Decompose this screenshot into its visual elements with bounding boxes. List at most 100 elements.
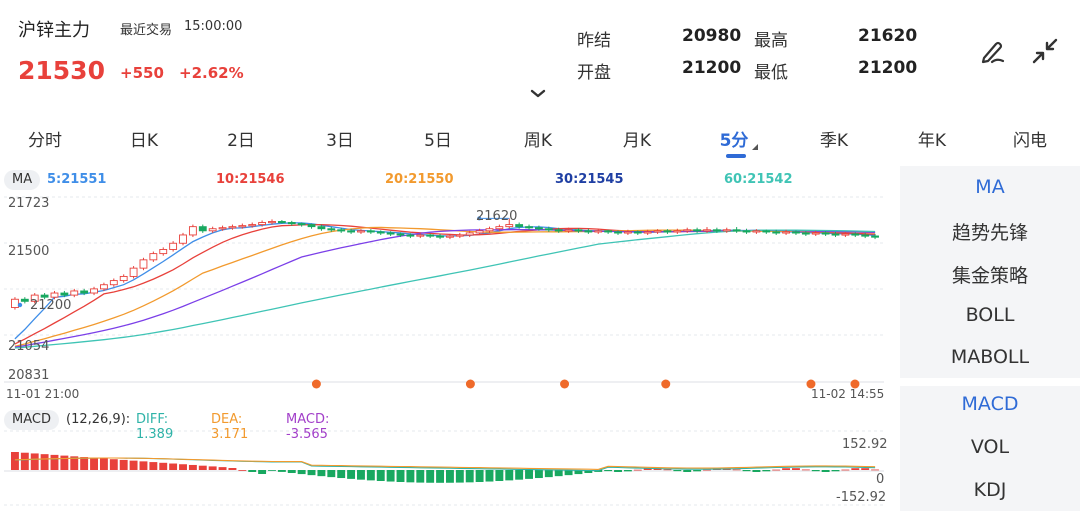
macd-tag[interactable]: MACD: [4, 410, 59, 430]
candle-body: [70, 290, 79, 296]
candle-body: [159, 249, 168, 255]
tab-5-min[interactable]: 5分: [719, 131, 749, 151]
candle-body: [297, 223, 306, 226]
candle-body: [782, 231, 790, 234]
tab-5-day[interactable]: 5日: [424, 131, 452, 151]
tab-week-k[interactable]: 周K: [523, 131, 553, 151]
collapse-arrows-icon[interactable]: [1030, 36, 1060, 66]
macd-bar: [732, 469, 741, 471]
candle-body: [861, 234, 870, 237]
candle-body: [446, 235, 454, 238]
macd-bar: [258, 470, 267, 474]
macd-bar: [683, 470, 692, 472]
macd-bar: [544, 470, 553, 478]
macd-bar: [357, 470, 365, 480]
macd-value: MACD: -3.565: [286, 412, 330, 442]
low-value: 21200: [858, 58, 918, 78]
macd-bar: [445, 470, 454, 483]
dropdown-corner-icon[interactable]: [752, 144, 758, 150]
ma5-line: [14, 222, 876, 340]
macd-bar: [772, 469, 781, 471]
indicator-kdj[interactable]: KDJ: [973, 479, 1007, 501]
event-marker-dot: [311, 379, 321, 389]
macd-bar: [475, 470, 484, 482]
macd-bar: [534, 470, 543, 479]
candle-body: [792, 231, 800, 234]
candle-body: [327, 228, 336, 231]
macd-bar: [70, 456, 79, 470]
macd-bar: [426, 470, 435, 483]
kline-chart[interactable]: [0, 165, 900, 511]
macd-bar: [801, 469, 810, 471]
tab-lightning[interactable]: 闪电: [1013, 131, 1047, 151]
panel-divider: [900, 378, 1080, 386]
candle-body: [495, 226, 504, 230]
macd-bar: [10, 452, 19, 470]
chevron-down-icon[interactable]: [528, 86, 548, 102]
price-change-pct: +2.62%: [179, 64, 244, 82]
prev-settle-value: 20980: [682, 26, 742, 46]
last-trade-time: 15:00:00: [184, 19, 243, 34]
macd-bar: [80, 457, 89, 470]
macd-bar: [307, 470, 316, 476]
last-trade-label: 最近交易: [120, 23, 173, 38]
active-tab-underline: [726, 154, 746, 158]
candle-body: [703, 229, 711, 232]
indicator-vol[interactable]: VOL: [970, 436, 1010, 458]
candle-body: [218, 227, 227, 230]
macd-bar: [831, 470, 840, 472]
candle-body: [762, 230, 771, 233]
high-label: 最高: [754, 31, 788, 51]
candle-body: [772, 231, 781, 234]
tab-quarter-k[interactable]: 季K: [819, 131, 849, 151]
macd-bar: [663, 469, 672, 471]
macd-bar: [436, 470, 445, 483]
macd-bar: [821, 470, 830, 472]
macd-bar: [762, 470, 771, 472]
macd-bar: [465, 470, 474, 483]
macd-bar: [633, 469, 642, 471]
candle-body: [554, 229, 563, 232]
candle-body: [238, 225, 247, 228]
tab-year-k[interactable]: 年K: [917, 131, 947, 151]
candle-body: [337, 229, 346, 232]
candle-body: [396, 233, 405, 236]
tab-day-k[interactable]: 日K: [129, 131, 159, 151]
candle-body: [347, 230, 355, 233]
candle-body: [535, 227, 543, 230]
candle-body: [11, 298, 19, 308]
candle-body: [594, 230, 603, 233]
candle-body: [376, 231, 385, 234]
event-marker-dot: [850, 379, 860, 389]
tab-month-k[interactable]: 月K: [622, 131, 652, 151]
candle-body: [693, 229, 702, 232]
event-marker-dot: [806, 379, 816, 389]
ma30-value: 30:21545: [555, 172, 624, 187]
contract-title: 沪锌主力: [18, 20, 90, 41]
macd-bar: [376, 470, 385, 482]
candle-body: [544, 228, 553, 231]
pen-draw-icon[interactable]: [978, 36, 1008, 66]
indicator-maboll[interactable]: MABOLL: [950, 346, 1030, 368]
tab-2-day[interactable]: 2日: [227, 131, 255, 151]
macd-bar: [861, 468, 870, 470]
indicator-gold-strategy[interactable]: 集金策略: [951, 265, 1028, 287]
tab-timeshare[interactable]: 分时: [28, 131, 62, 151]
macd-bar: [614, 470, 622, 472]
candle-body: [119, 275, 128, 282]
macd-bar: [228, 468, 237, 470]
indicator-ma[interactable]: MA: [975, 176, 1005, 198]
macd-bar: [90, 457, 98, 470]
candle-body: [752, 230, 761, 233]
high-value: 21620: [858, 26, 918, 46]
tab-3-day[interactable]: 3日: [326, 131, 354, 151]
ma-tag[interactable]: MA: [4, 170, 41, 190]
event-marker-dot: [661, 379, 671, 389]
indicator-boll[interactable]: BOLL: [965, 304, 1015, 326]
candle-body: [465, 232, 474, 236]
macd-bar: [129, 460, 138, 470]
indicator-macd[interactable]: MACD: [961, 393, 1019, 415]
macd-bar: [327, 470, 336, 478]
indicator-trend[interactable]: 趋势先锋: [951, 222, 1028, 244]
x-end-label: 11-02 14:55: [811, 387, 885, 401]
